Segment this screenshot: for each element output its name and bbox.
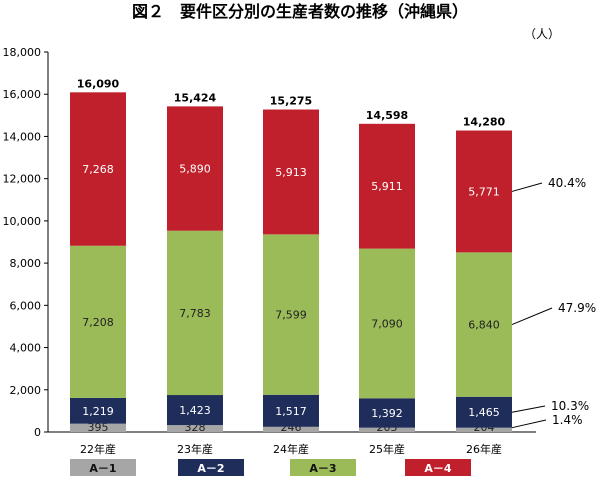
y-tick-label: 14,000 [3, 130, 42, 143]
y-tick-label: 2,000 [10, 384, 42, 397]
legend-swatch-A－3 [290, 459, 356, 476]
share-leader-line [511, 182, 543, 192]
y-axis: 0 2,000 4,000 6,000 8,000 10,000 12,000 14,000 1… [3, 46, 536, 439]
y-tick-label: 10,000 [3, 215, 42, 228]
bar-segment-A－2 [456, 396, 512, 428]
data-label: 7,208 [82, 316, 114, 329]
bar-segment-A－3 [456, 252, 512, 397]
bar-segment-A－3 [167, 230, 223, 396]
legend: A－1 A－2 A－3 A－4 [70, 459, 471, 476]
bar-segment-A－3 [70, 245, 126, 398]
bar-segment-A－2 [359, 398, 415, 428]
chart-title: 図２ 要件区分別の生産者数の推移（沖縄県） [132, 2, 468, 21]
y-tick-label: 12,000 [3, 173, 42, 186]
data-label: 7,783 [179, 307, 211, 320]
total-label: 14,598 [366, 109, 408, 122]
bar-segment-A－2 [263, 394, 319, 427]
y-tick-label: 4,000 [10, 342, 42, 355]
bar-segment-A－2 [167, 395, 223, 426]
legend-swatch-A－4 [405, 459, 471, 476]
data-label: 1,465 [468, 406, 500, 419]
bars: 3951,2197,2087,26816,09022年産3281,4237,78… [70, 77, 512, 456]
x-tick-label: 24年産 [273, 442, 309, 456]
bar-segment-A－4 [263, 109, 319, 235]
bar-segment-A－4 [456, 130, 512, 253]
bar-segment-A－1 [263, 426, 319, 432]
share-callouts: 40.4% 47.9% 10.3%1.4% [511, 176, 596, 429]
legend-label: A－3 [309, 462, 336, 475]
bar-segment-A－4 [70, 92, 126, 246]
data-label: 7,599 [275, 309, 307, 322]
data-label: 1,219 [82, 405, 114, 418]
data-label: 6,840 [468, 319, 500, 332]
bar-segment-A－2 [70, 397, 126, 424]
share-label: 1.4% [552, 413, 583, 427]
bar-segment-A－1 [167, 425, 223, 432]
share-label: 40.4% [548, 176, 586, 190]
bar-segment-A－3 [359, 248, 415, 399]
share-label: 10.3% [551, 399, 589, 413]
y-tick-label: 18,000 [3, 46, 42, 59]
x-tick-label: 25年産 [369, 442, 405, 456]
y-tick-label: 6,000 [10, 299, 42, 312]
data-label: 1,517 [275, 405, 307, 418]
bar-segment-A－1 [70, 423, 126, 432]
share-leader-line [511, 307, 553, 326]
bar-segment-A－4 [359, 123, 415, 249]
data-label: 5,911 [371, 180, 403, 193]
data-label: 5,890 [179, 163, 211, 176]
bar-segment-A－3 [263, 234, 319, 395]
data-label: 5,913 [275, 166, 307, 179]
total-label: 16,090 [77, 77, 120, 90]
data-label: 7,090 [371, 317, 403, 330]
data-label: 7,268 [82, 163, 114, 176]
legend-swatch-A－2 [178, 459, 244, 476]
y-tick-label: 8,000 [10, 257, 42, 270]
x-tick-label: 23年産 [177, 442, 213, 456]
legend-label: A－1 [89, 462, 116, 475]
legend-label: A－2 [197, 462, 224, 475]
total-label: 15,275 [270, 95, 312, 108]
total-label: 14,280 [463, 116, 506, 129]
bar-segment-A－1 [456, 427, 512, 432]
x-tick-label: 22年産 [80, 442, 116, 456]
unit-label: （人） [524, 27, 560, 41]
total-label: 15,424 [174, 91, 217, 104]
x-tick-label: 26年産 [466, 442, 502, 456]
data-label: 1,392 [371, 407, 403, 420]
bar-segment-A－1 [359, 427, 415, 432]
bar-segment-A－4 [167, 106, 223, 231]
data-label: 5,771 [468, 185, 500, 198]
legend-label: A－4 [424, 462, 452, 475]
data-label: 1,423 [179, 404, 211, 417]
data-label: 395 [88, 421, 109, 434]
y-tick-label: 16,000 [3, 88, 42, 101]
share-label: 47.9% [558, 301, 596, 315]
share-leader-line [511, 419, 547, 429]
y-tick-label: 0 [34, 426, 41, 439]
legend-swatch-A－1 [70, 459, 136, 476]
share-leader-line [511, 405, 546, 413]
